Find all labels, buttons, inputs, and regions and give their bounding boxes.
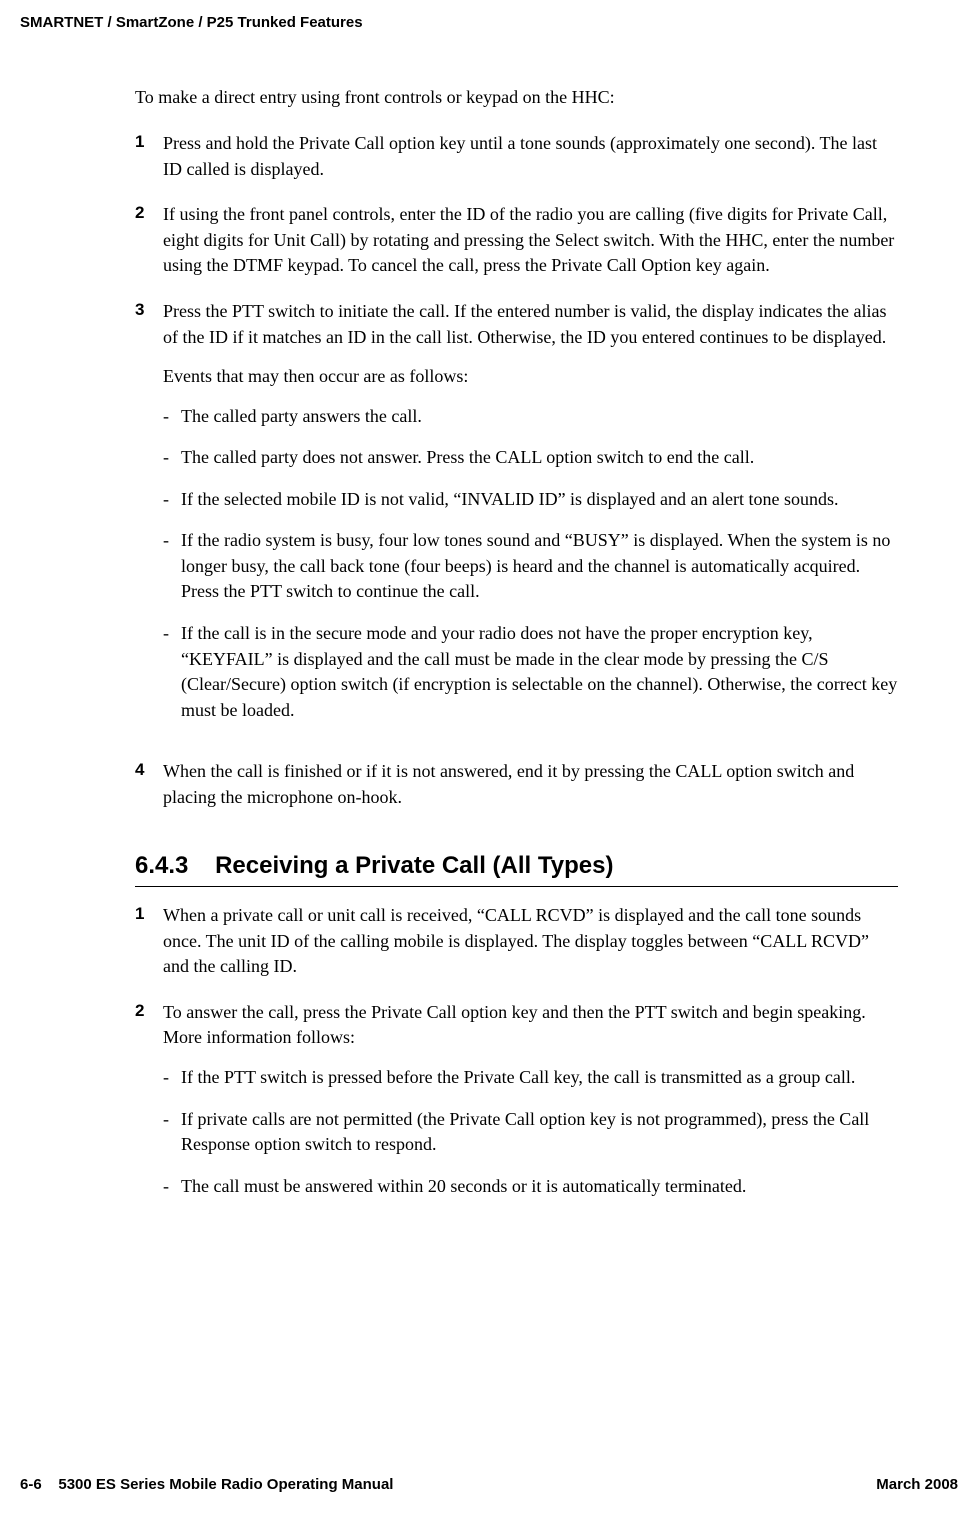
list-item: 4 When the call is finished or if it is … [135,759,898,810]
dash-item: - If the call is in the secure mode and … [163,621,898,723]
dash-item: - If the radio system is busy, four low … [163,528,898,605]
section-heading: 6.4.3 Receiving a Private Call (All Type… [135,852,898,880]
dash-marker: - [163,528,181,554]
item-body: When the call is finished or if it is no… [163,759,898,810]
dash-item: - If the PTT switch is pressed before th… [163,1065,898,1091]
page-content: To make a direct entry using front contr… [0,31,978,1215]
dash-item: - If the selected mobile ID is not valid… [163,487,898,513]
list-item: 1 Press and hold the Private Call option… [135,131,898,182]
item-body: If using the front panel controls, enter… [163,202,898,279]
dash-marker: - [163,404,181,430]
dash-text: The call must be answered within 20 seco… [181,1174,898,1200]
list-item: 3 Press the PTT switch to initiate the c… [135,299,898,739]
dash-text: If the call is in the secure mode and yo… [181,621,898,723]
dash-list: - If the PTT switch is pressed before th… [163,1065,898,1199]
item-text: Press the PTT switch to initiate the cal… [163,301,886,347]
dash-marker: - [163,445,181,471]
dash-marker: - [163,621,181,647]
section-number: 6.4.3 [135,852,188,879]
procedure-list-2: 1 When a private call or unit call is re… [135,903,898,1215]
section-rule [135,886,898,887]
page-header: SMARTNET / SmartZone / P25 Trunked Featu… [0,0,978,31]
item-number: 1 [135,131,163,152]
dash-text: The called party does not answer. Press … [181,445,898,471]
item-number: 2 [135,1000,163,1021]
item-number: 3 [135,299,163,320]
dash-text: If the PTT switch is pressed before the … [181,1065,898,1091]
dash-list: - The called party answers the call. - T… [163,404,898,723]
dash-item: - The call must be answered within 20 se… [163,1174,898,1200]
dash-text: If private calls are not permitted (the … [181,1107,898,1158]
item-number: 4 [135,759,163,780]
dash-marker: - [163,487,181,513]
footer-right: March 2008 [876,1476,958,1493]
page-footer: 6-6 5300 ES Series Mobile Radio Operatin… [20,1476,958,1493]
list-item: 2 If using the front panel controls, ent… [135,202,898,279]
item-body: When a private call or unit call is rece… [163,903,898,980]
dash-text: The called party answers the call. [181,404,898,430]
intro-text: To make a direct entry using front contr… [135,85,898,109]
sub-paragraph: Events that may then occur are as follow… [163,364,898,390]
item-body: To answer the call, press the Private Ca… [163,1000,898,1215]
dash-text: If the selected mobile ID is not valid, … [181,487,898,513]
header-title: SMARTNET / SmartZone / P25 Trunked Featu… [20,14,363,31]
dash-item: - The called party answers the call. [163,404,898,430]
dash-marker: - [163,1174,181,1200]
item-number: 2 [135,202,163,223]
item-body: Press the PTT switch to initiate the cal… [163,299,898,739]
dash-item: - The called party does not answer. Pres… [163,445,898,471]
procedure-list-1: 1 Press and hold the Private Call option… [135,131,898,810]
item-body: Press and hold the Private Call option k… [163,131,898,182]
list-item: 1 When a private call or unit call is re… [135,903,898,980]
footer-manual-title: 5300 ES Series Mobile Radio Operating Ma… [58,1476,393,1493]
dash-marker: - [163,1107,181,1133]
footer-page-number: 6-6 [20,1476,42,1493]
dash-text: If the radio system is busy, four low to… [181,528,898,605]
dash-marker: - [163,1065,181,1091]
item-text: To answer the call, press the Private Ca… [163,1002,866,1048]
list-item: 2 To answer the call, press the Private … [135,1000,898,1215]
section-title: Receiving a Private Call (All Types) [215,852,613,879]
footer-left: 6-6 5300 ES Series Mobile Radio Operatin… [20,1476,393,1493]
dash-item: - If private calls are not permitted (th… [163,1107,898,1158]
item-number: 1 [135,903,163,924]
